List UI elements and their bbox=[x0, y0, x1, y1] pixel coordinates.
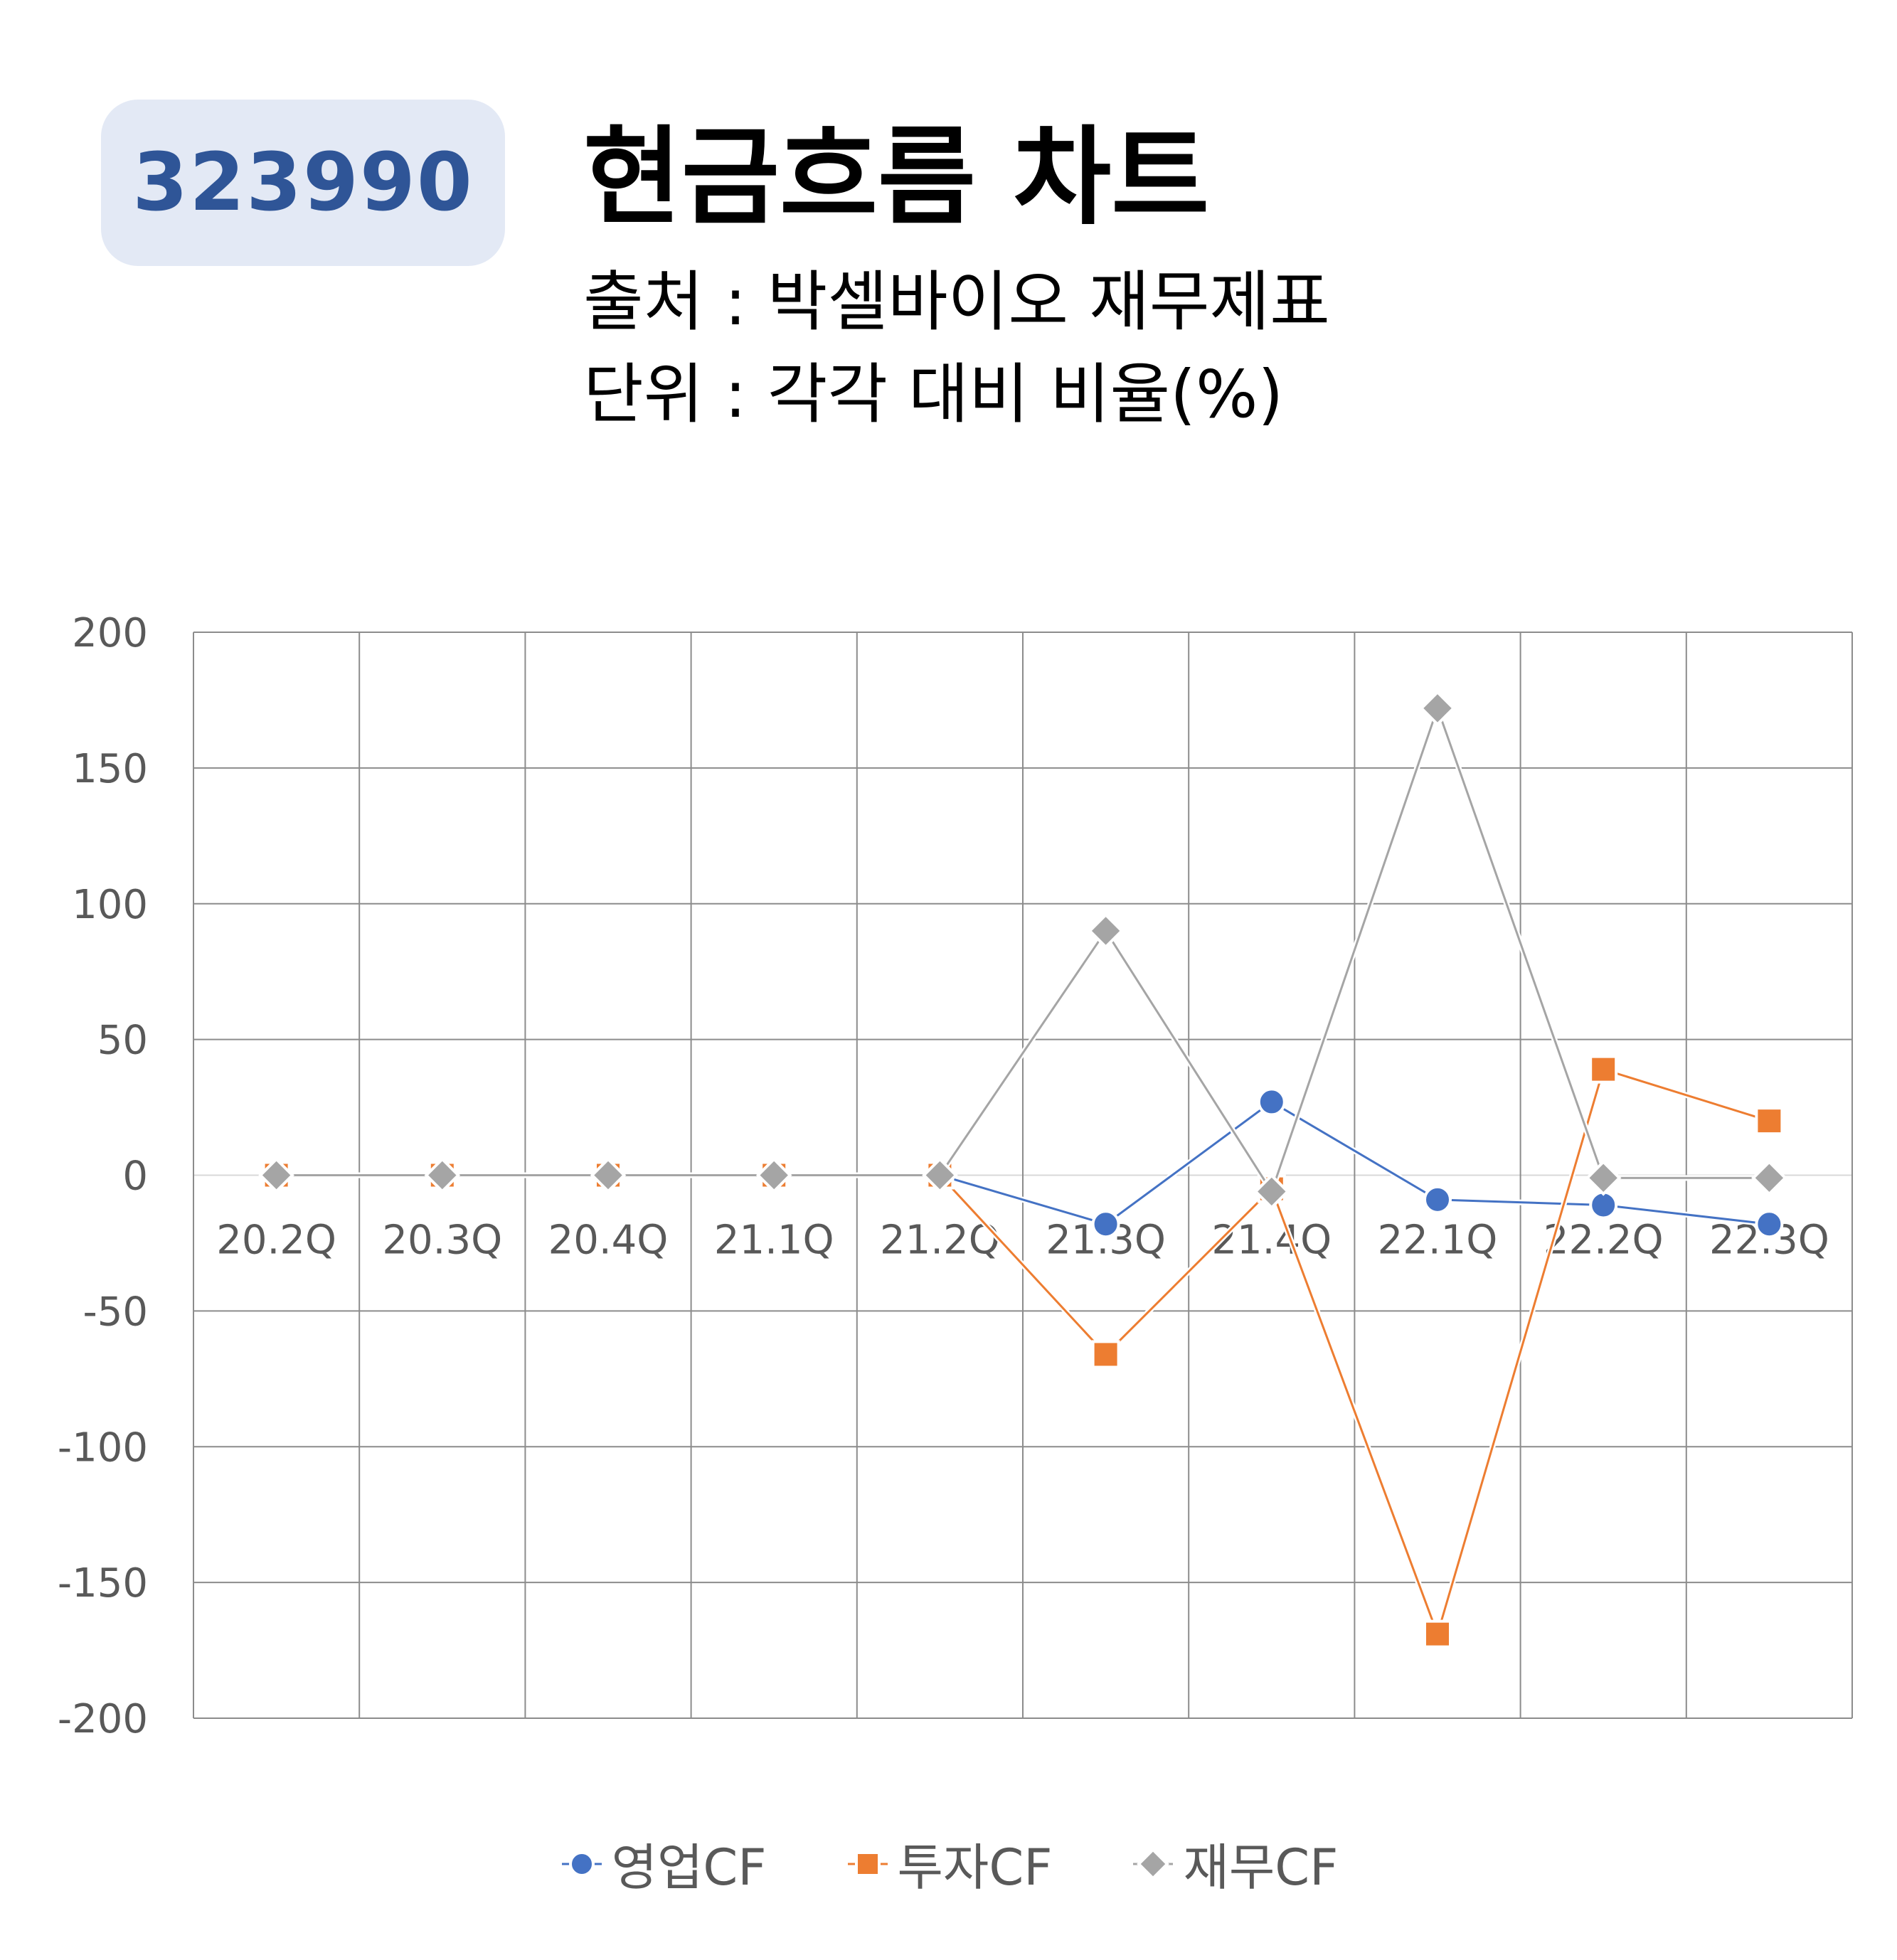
x-tick-label: 22.2Q bbox=[1543, 1218, 1664, 1264]
series-2 bbox=[258, 690, 1787, 1210]
x-tick-label: 21.2Q bbox=[880, 1218, 1000, 1264]
data-point bbox=[1253, 1173, 1290, 1210]
x-tick-label: 20.2Q bbox=[216, 1218, 336, 1264]
data-point bbox=[1585, 1159, 1622, 1196]
y-tick-label: 0 bbox=[122, 1154, 148, 1200]
legend-marker-diamond bbox=[1133, 1847, 1174, 1880]
legend-marker-square bbox=[847, 1850, 888, 1877]
stock-code: 323990 bbox=[132, 137, 474, 229]
legend-label: 투자CF bbox=[897, 1838, 1053, 1897]
data-point bbox=[1088, 912, 1124, 949]
data-point bbox=[424, 1157, 461, 1193]
x-axis-ticks: 20.2Q 20.3Q 20.4Q 21.1Q 21.2Q 21.3Q 21.4Q 22.1Q… bbox=[216, 1218, 1829, 1264]
legend-label: 재무CF bbox=[1183, 1838, 1339, 1897]
y-tick-label: -100 bbox=[58, 1424, 148, 1471]
data-point bbox=[1755, 1107, 1784, 1136]
data-point bbox=[1751, 1159, 1787, 1196]
x-tick-label: 20.4Q bbox=[548, 1218, 669, 1264]
legend: 영업CF 투자CF 재무CF bbox=[0, 1828, 1897, 1900]
y-tick-label: -150 bbox=[58, 1560, 148, 1607]
gridlines bbox=[193, 632, 1853, 1719]
data-point bbox=[1755, 1210, 1784, 1239]
series-lines bbox=[258, 690, 1787, 1649]
y-tick-label: -50 bbox=[83, 1289, 148, 1335]
source-line: 출처 : 박셀바이오 재무제표 bbox=[583, 264, 1330, 340]
data-point bbox=[1589, 1191, 1618, 1220]
x-tick-label: 21.4Q bbox=[1211, 1218, 1332, 1264]
y-tick-label: 150 bbox=[72, 746, 148, 792]
data-point bbox=[922, 1157, 958, 1193]
legend-item: 영업CF bbox=[559, 1828, 767, 1900]
data-point bbox=[1423, 1185, 1452, 1214]
data-point bbox=[1589, 1055, 1618, 1084]
data-point bbox=[1257, 1087, 1286, 1117]
data-point bbox=[1423, 1619, 1452, 1649]
y-tick-label: 200 bbox=[72, 610, 148, 656]
data-point bbox=[1091, 1340, 1120, 1369]
x-tick-label: 21.1Q bbox=[714, 1218, 834, 1264]
data-point bbox=[590, 1157, 627, 1193]
data-point bbox=[1091, 1210, 1120, 1239]
x-tick-label: 20.3Q bbox=[382, 1218, 502, 1264]
data-point bbox=[1419, 690, 1456, 727]
unit-line: 단위 : 각각 대비 비율(%) bbox=[583, 356, 1284, 432]
legend-label: 영업CF bbox=[611, 1838, 767, 1897]
legend-marker-circle bbox=[561, 1850, 602, 1877]
stock-code-badge: 323990 bbox=[101, 100, 505, 266]
legend-item: 재무CF bbox=[1130, 1828, 1338, 1900]
legend-item: 투자CF bbox=[845, 1828, 1053, 1900]
y-axis-ticks: 200 150 100 50 0 -50 -100 -150 -200 bbox=[58, 610, 148, 1742]
data-point bbox=[258, 1157, 294, 1193]
series-line bbox=[276, 705, 1770, 1194]
y-tick-label: 100 bbox=[72, 882, 148, 928]
y-tick-label: -200 bbox=[58, 1696, 148, 1742]
x-tick-label: 22.1Q bbox=[1378, 1218, 1498, 1264]
data-point bbox=[755, 1157, 792, 1193]
y-tick-label: 50 bbox=[97, 1018, 148, 1064]
chart-title: 현금흐름 차트 bbox=[583, 116, 1210, 240]
